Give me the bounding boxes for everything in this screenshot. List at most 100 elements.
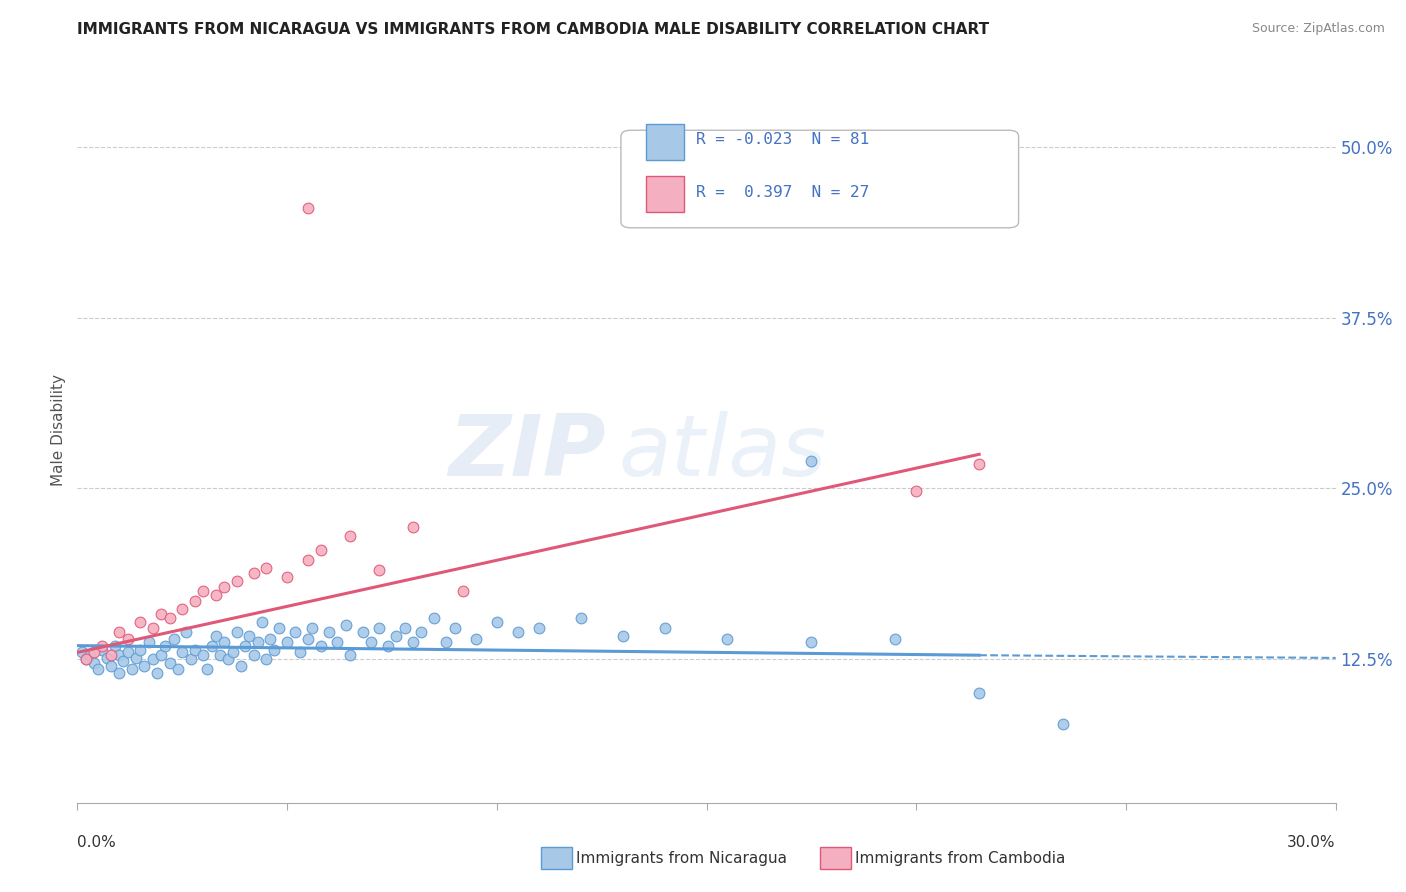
Point <box>142 652 165 666</box>
Point <box>485 615 508 630</box>
Point <box>108 624 131 639</box>
Point <box>377 639 399 653</box>
Text: Immigrants from Cambodia: Immigrants from Cambodia <box>855 851 1066 865</box>
Point <box>242 566 264 581</box>
Point <box>180 652 202 666</box>
Point <box>716 632 738 646</box>
FancyBboxPatch shape <box>647 124 683 160</box>
FancyBboxPatch shape <box>621 130 1018 227</box>
Point <box>225 624 247 639</box>
Point <box>246 634 269 648</box>
Point <box>654 621 676 635</box>
Point <box>309 639 332 653</box>
Point <box>385 629 408 643</box>
Point <box>402 520 425 534</box>
Point <box>104 639 127 653</box>
Point <box>464 632 486 646</box>
Point <box>117 645 139 659</box>
Point <box>163 632 186 646</box>
Point <box>212 580 235 594</box>
Point <box>91 642 114 657</box>
Point <box>335 618 357 632</box>
Point <box>75 652 97 666</box>
FancyBboxPatch shape <box>647 177 683 212</box>
Text: ZIP: ZIP <box>449 411 606 494</box>
Text: atlas: atlas <box>619 411 827 494</box>
Text: Immigrants from Nicaragua: Immigrants from Nicaragua <box>576 851 787 865</box>
Point <box>233 639 256 653</box>
Point <box>129 615 152 630</box>
Point <box>155 639 177 653</box>
Point <box>326 634 349 648</box>
Point <box>339 648 361 663</box>
Point <box>146 665 169 680</box>
Point <box>254 652 277 666</box>
Point <box>150 648 173 663</box>
Point <box>301 621 323 635</box>
Point <box>800 634 823 648</box>
Point <box>112 654 135 668</box>
Text: R =  0.397  N = 27: R = 0.397 N = 27 <box>696 185 870 200</box>
Point <box>121 662 143 676</box>
Point <box>1052 716 1074 731</box>
Point <box>108 648 131 663</box>
Text: Source: ZipAtlas.com: Source: ZipAtlas.com <box>1251 22 1385 36</box>
Point <box>184 642 207 657</box>
Point <box>125 651 148 665</box>
Point <box>352 624 374 639</box>
Point <box>368 564 391 578</box>
Point <box>96 651 118 665</box>
Point <box>238 629 260 643</box>
Point <box>108 665 131 680</box>
Point <box>254 560 277 574</box>
Point <box>451 584 474 599</box>
Point <box>212 634 235 648</box>
Point <box>411 624 433 639</box>
Point <box>506 624 529 639</box>
Point <box>117 632 139 646</box>
Point <box>288 645 311 659</box>
Point <box>276 634 298 648</box>
Point <box>142 621 165 635</box>
Point <box>91 639 114 653</box>
Point <box>967 457 990 471</box>
Point <box>87 662 110 676</box>
Y-axis label: Male Disability: Male Disability <box>51 375 66 486</box>
Text: 0.0%: 0.0% <box>77 836 117 850</box>
Point <box>172 601 194 615</box>
Point <box>83 645 105 659</box>
Point <box>527 621 550 635</box>
Point <box>309 543 332 558</box>
Point <box>800 454 823 468</box>
Point <box>75 652 97 666</box>
Point <box>129 642 152 657</box>
Point <box>276 570 298 584</box>
Point <box>229 659 252 673</box>
Point <box>191 648 215 663</box>
Point <box>225 574 247 589</box>
Point <box>267 621 290 635</box>
Point <box>100 648 122 663</box>
Point <box>83 657 105 671</box>
Point <box>297 632 319 646</box>
Point <box>217 652 239 666</box>
Point <box>263 642 285 657</box>
Point <box>191 584 215 599</box>
Point <box>297 552 319 566</box>
Point <box>204 588 226 602</box>
Point <box>884 632 907 646</box>
Point <box>184 593 207 607</box>
Point <box>200 639 222 653</box>
Point <box>172 645 194 659</box>
Point <box>70 645 93 659</box>
Point <box>444 621 467 635</box>
Point <box>436 634 458 648</box>
Point <box>159 657 181 671</box>
Text: 30.0%: 30.0% <box>1288 836 1336 850</box>
Point <box>284 624 307 639</box>
Text: IMMIGRANTS FROM NICARAGUA VS IMMIGRANTS FROM CAMBODIA MALE DISABILITY CORRELATIO: IMMIGRANTS FROM NICARAGUA VS IMMIGRANTS … <box>77 22 990 37</box>
Point <box>394 621 416 635</box>
Point <box>259 632 281 646</box>
Text: R = -0.023  N = 81: R = -0.023 N = 81 <box>696 132 870 147</box>
Point <box>242 648 264 663</box>
